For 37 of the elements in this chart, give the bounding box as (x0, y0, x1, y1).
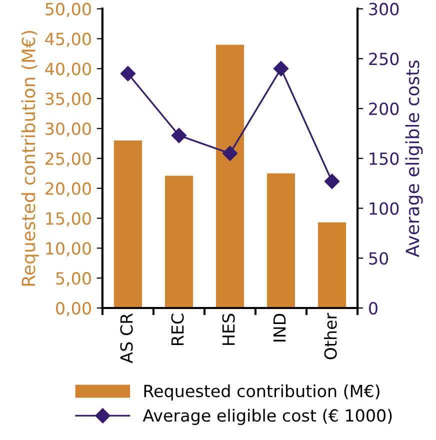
x-tick-label: HES (222, 314, 235, 345)
x-tick-label: AS CR (120, 313, 133, 364)
legend-label: Average eligible cost (€ 1000) (142, 408, 392, 425)
y2-tick-label: 50 (369, 252, 388, 265)
bar (216, 44, 244, 308)
y2-tick-label: 300 (369, 2, 399, 16)
y-tick-label: 0,00 (56, 302, 91, 316)
y-tick-label: 45,00 (45, 32, 91, 47)
bar (318, 222, 346, 308)
y-tick-label: 15,00 (46, 212, 91, 227)
y-tick-label: 5,00 (56, 272, 91, 286)
y2-tick-label: 250 (369, 52, 399, 66)
y-axis-title: Requested contribution (M€) (21, 30, 39, 286)
y2-axis-title: Average eligible costs (405, 60, 423, 258)
y-tick-label: 20,00 (46, 182, 91, 197)
point (171, 128, 187, 144)
y2-tick-label: 200 (369, 102, 399, 116)
y-tick-label: 25,00 (46, 152, 91, 167)
x-tick-label: IND (273, 314, 286, 342)
point (324, 174, 340, 189)
y-tick-label: 40,00 (45, 62, 91, 77)
bar (164, 176, 194, 308)
y-tick-label: 30,00 (46, 122, 91, 137)
y-tick-label: 35,00 (46, 92, 91, 107)
bar (266, 173, 296, 308)
y-tick-label: 10,00 (46, 242, 91, 256)
y2-tick-label: 0 (369, 302, 378, 315)
point (120, 66, 136, 82)
bar (114, 140, 142, 308)
legend-label: Requested contribution (M€) (144, 384, 380, 401)
x-tick-label: REC (171, 314, 184, 345)
y-tick-label: 50,00 (46, 2, 91, 18)
x-tick-label: Other (324, 312, 337, 360)
point (273, 61, 289, 76)
point (222, 146, 238, 161)
y2-tick-label: 100 (370, 202, 399, 215)
y2-tick-label: 150 (370, 152, 399, 165)
